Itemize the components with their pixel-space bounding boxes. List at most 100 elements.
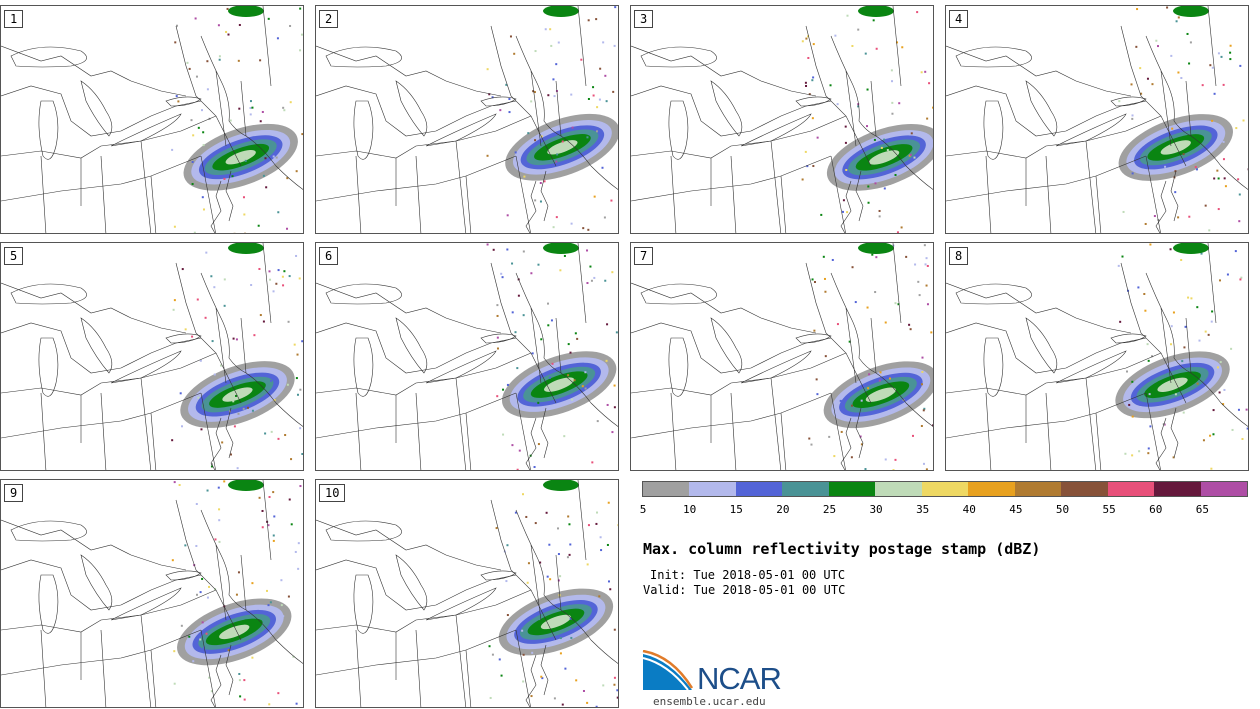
boundary-line bbox=[415, 629, 422, 707]
boundary-line bbox=[515, 509, 618, 664]
reflectivity-area bbox=[219, 624, 250, 640]
reflectivity-speck bbox=[500, 272, 503, 275]
reflectivity-speck bbox=[180, 624, 183, 627]
reflectivity-speck bbox=[502, 433, 505, 436]
colorbar-tick-label: 55 bbox=[1102, 503, 1116, 516]
reflectivity-speck bbox=[834, 34, 837, 37]
reflectivity-speck bbox=[894, 173, 897, 176]
reflectivity-speck bbox=[564, 667, 567, 670]
reflectivity-speck bbox=[1239, 64, 1242, 67]
reflectivity-speck bbox=[171, 559, 174, 562]
boundary-line bbox=[355, 155, 362, 233]
member-label: 5 bbox=[4, 247, 24, 265]
boundary-line bbox=[631, 155, 832, 202]
reflectivity-speck bbox=[553, 697, 556, 700]
reflectivity-speck bbox=[569, 351, 572, 354]
boundary-line bbox=[490, 499, 557, 641]
reflectivity-speck bbox=[924, 263, 927, 266]
reflectivity-speck bbox=[908, 323, 911, 326]
colorbar-tick-label: 15 bbox=[729, 503, 743, 516]
reflectivity-speck bbox=[1147, 447, 1150, 450]
reflectivity-speck bbox=[531, 651, 534, 654]
reflectivity-speck bbox=[514, 511, 517, 514]
reflectivity-speck bbox=[615, 331, 618, 334]
reflectivity-speck bbox=[1213, 177, 1216, 180]
reflectivity-speck bbox=[586, 249, 589, 252]
reflectivity-speck bbox=[191, 182, 194, 185]
reflectivity-speck bbox=[1181, 360, 1184, 363]
boundary-line bbox=[316, 155, 517, 202]
reflectivity-speck bbox=[496, 395, 499, 398]
reflectivity-speck bbox=[812, 76, 815, 79]
reflectivity-speck bbox=[292, 655, 295, 658]
reflectivity-speck bbox=[850, 456, 853, 459]
boundary-line bbox=[490, 25, 557, 167]
reflectivity-speck bbox=[244, 159, 247, 162]
reflectivity-speck bbox=[193, 231, 196, 233]
reflectivity-speck bbox=[530, 695, 533, 698]
reflectivity-area bbox=[228, 243, 264, 254]
reflectivity-speck bbox=[537, 263, 540, 266]
member-label: 8 bbox=[949, 247, 969, 265]
reflectivity-speck bbox=[922, 462, 925, 465]
reflectivity-speck bbox=[208, 676, 211, 679]
reflectivity-speck bbox=[804, 81, 807, 84]
reflectivity-speck bbox=[555, 160, 558, 163]
member-label: 7 bbox=[634, 247, 654, 265]
reflectivity-speck bbox=[534, 199, 537, 202]
reflectivity-speck bbox=[284, 434, 287, 437]
reflectivity-speck bbox=[204, 316, 207, 319]
boundary-line bbox=[316, 85, 517, 137]
reflectivity-speck bbox=[1117, 264, 1120, 267]
boundary-line bbox=[480, 96, 517, 107]
boundary-line bbox=[395, 80, 428, 137]
reflectivity-speck bbox=[1170, 343, 1173, 346]
boundary-line bbox=[1025, 80, 1058, 137]
reflectivity-speck bbox=[186, 61, 189, 64]
reflectivity-speck bbox=[1234, 250, 1237, 253]
member-panel: 9 bbox=[0, 479, 304, 708]
reflectivity-speck bbox=[1144, 309, 1147, 312]
reflectivity-speck bbox=[613, 676, 616, 679]
reflectivity-speck bbox=[613, 406, 616, 409]
reflectivity-speck bbox=[491, 96, 494, 99]
reflectivity-speck bbox=[177, 100, 180, 103]
reflectivity-speck bbox=[1230, 347, 1233, 350]
reflectivity-speck bbox=[541, 677, 544, 680]
reflectivity-speck bbox=[917, 280, 920, 283]
reflectivity-speck bbox=[1229, 58, 1232, 61]
boundary-line bbox=[1085, 140, 1097, 233]
reflectivity-speck bbox=[174, 41, 177, 44]
colorbar-segment bbox=[968, 482, 1015, 496]
boundary-line bbox=[80, 317, 113, 374]
ncar-logo-icon bbox=[642, 650, 694, 690]
reflectivity-speck bbox=[801, 40, 804, 43]
reflectivity-speck bbox=[1237, 408, 1240, 411]
reflectivity-speck bbox=[258, 496, 261, 499]
reflectivity-speck bbox=[197, 396, 200, 399]
boundary-line bbox=[631, 322, 832, 374]
boundary-line bbox=[240, 554, 247, 611]
reflectivity-speck bbox=[1170, 54, 1173, 57]
boundary-line bbox=[983, 337, 1004, 397]
reflectivity-speck bbox=[244, 232, 247, 233]
reflectivity-speck bbox=[1131, 117, 1134, 120]
reflectivity-speck bbox=[930, 331, 933, 334]
boundary-line bbox=[425, 350, 497, 384]
reflectivity-speck bbox=[223, 480, 226, 483]
reflectivity-speck bbox=[531, 352, 534, 355]
reflectivity-speck bbox=[1246, 427, 1248, 430]
reflectivity-speck bbox=[1213, 92, 1216, 95]
reflectivity-speck bbox=[218, 508, 221, 511]
boundary-line bbox=[845, 70, 857, 147]
reflectivity-speck bbox=[1172, 456, 1175, 459]
boundary-line bbox=[1, 559, 202, 611]
boundary-line bbox=[240, 317, 247, 374]
colorbar-tick-label: 35 bbox=[916, 503, 930, 516]
reflectivity-speck bbox=[173, 682, 176, 685]
reflectivity-speck bbox=[580, 58, 583, 61]
reflectivity-speck bbox=[854, 301, 857, 304]
reflectivity-speck bbox=[226, 7, 229, 10]
reflectivity-speck bbox=[1212, 409, 1215, 412]
boundary-line bbox=[577, 6, 587, 87]
